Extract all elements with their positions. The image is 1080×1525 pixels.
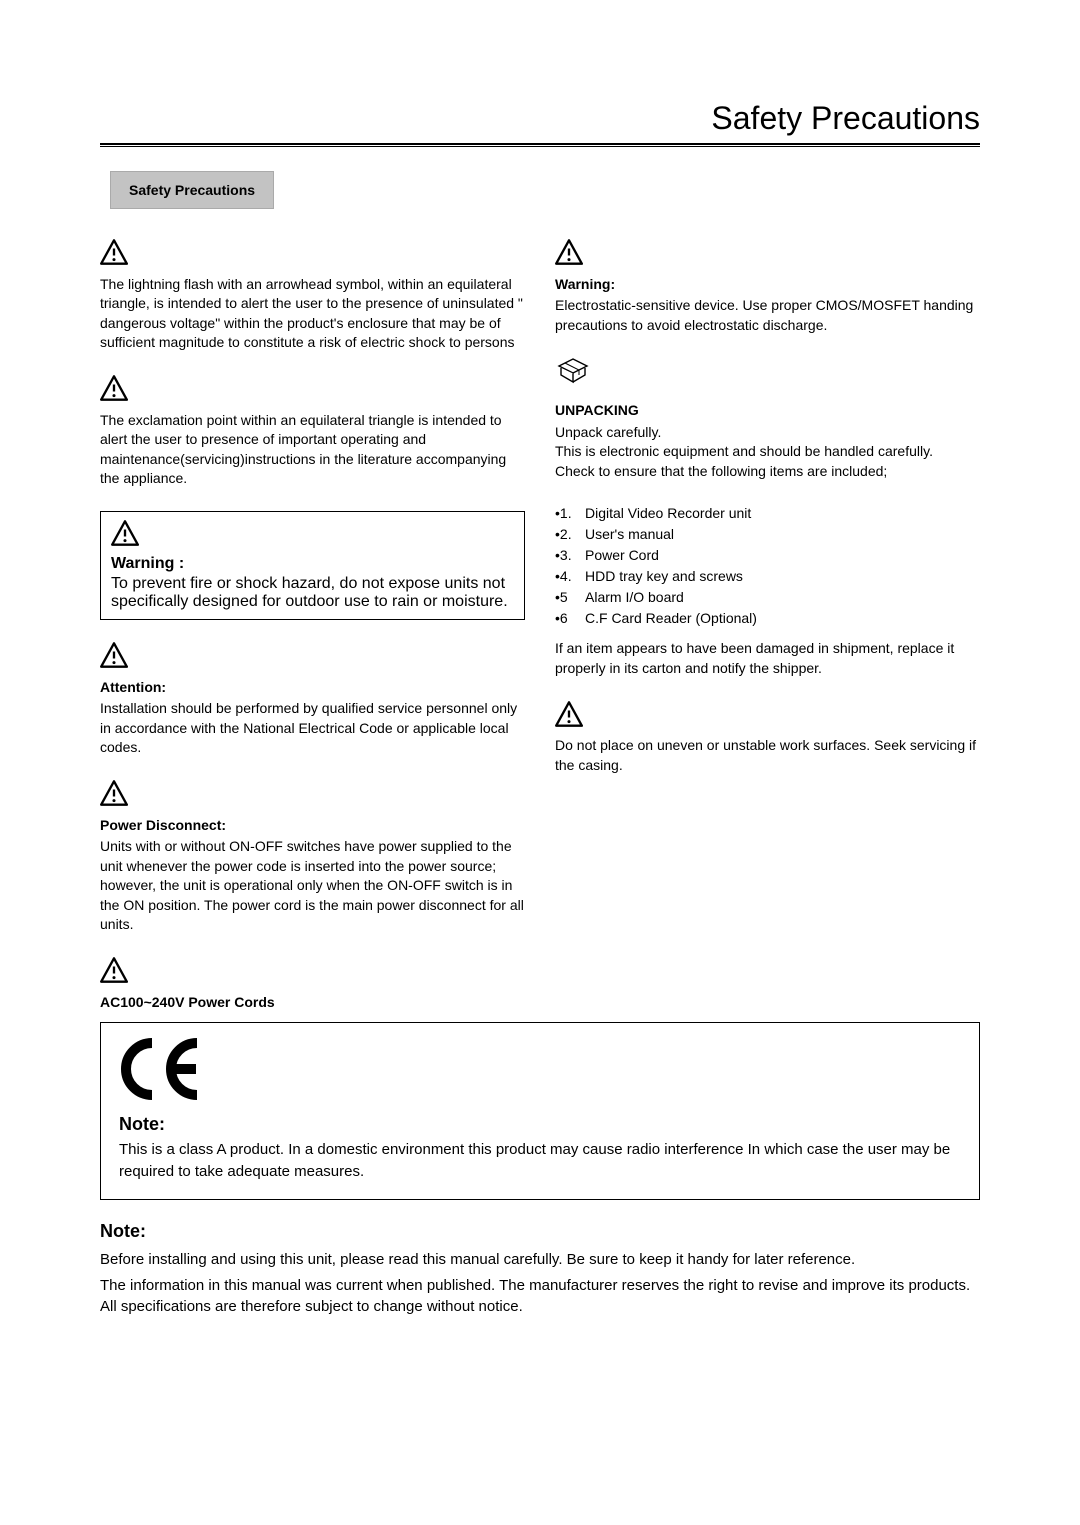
warning-boxed: Warning : To prevent fire or shock hazar… <box>100 511 525 620</box>
right-column: Warning: Electrostatic-sensitive device.… <box>555 239 980 1018</box>
tab-safety-precautions: Safety Precautions <box>110 171 274 209</box>
page-title: Safety Precautions <box>100 100 980 137</box>
list-number: •2. <box>555 524 585 545</box>
list-label: C.F Card Reader (Optional) <box>585 608 980 629</box>
ac-cords-heading: AC100~240V Power Cords <box>100 993 525 1013</box>
warning-icon <box>111 520 139 546</box>
ce-note-heading: Note: <box>119 1114 961 1135</box>
power-disconnect-text: Units with or without ON-OFF switches ha… <box>100 838 524 932</box>
list-number: •5 <box>555 587 585 608</box>
left-column: The lightning flash with an arrowhead sy… <box>100 239 525 1018</box>
unpacking-intro: Unpack carefully. This is electronic equ… <box>555 423 980 482</box>
lightning-flash-text: The lightning flash with an arrowhead sy… <box>100 275 525 353</box>
list-item: •1.Digital Video Recorder unit <box>555 503 980 524</box>
exclamation-text: The exclamation point within an equilate… <box>100 411 525 489</box>
warning-icon <box>555 239 583 265</box>
ce-mark-icon <box>119 1037 207 1101</box>
esd-block: Warning: Electrostatic-sensitive device.… <box>555 239 980 335</box>
ce-note-text: This is a class A product. In a domestic… <box>119 1139 961 1183</box>
power-disconnect-heading: Power Disconnect: <box>100 816 525 836</box>
unpacking-list: •1.Digital Video Recorder unit •2.User's… <box>555 503 980 629</box>
warning-icon <box>555 701 583 727</box>
bottom-note-p1: Before installing and using this unit, p… <box>100 1249 980 1271</box>
attention-block: Attention: Installation should be perfor… <box>100 642 525 758</box>
list-item: •4. HDD tray key and screws <box>555 566 980 587</box>
list-item: •3.Power Cord <box>555 545 980 566</box>
uneven-text: Do not place on uneven or unstable work … <box>555 736 980 775</box>
unpacking-heading: UNPACKING <box>555 401 980 421</box>
attention-text: Installation should be performed by qual… <box>100 700 517 755</box>
esd-heading: Warning: <box>555 275 980 295</box>
warning-icon <box>100 239 128 265</box>
ce-note-box: Note: This is a class A product. In a do… <box>100 1022 980 1200</box>
bottom-note-p2: The information in this manual was curre… <box>100 1275 980 1319</box>
list-number: •4. <box>555 566 585 587</box>
bottom-note-heading: Note: <box>100 1218 980 1245</box>
list-label: Power Cord <box>585 545 980 566</box>
ac-cords-block: AC100~240V Power Cords <box>100 957 525 1012</box>
warning-icon <box>100 780 128 806</box>
warning-icon <box>100 642 128 668</box>
uneven-block: Do not place on uneven or unstable work … <box>555 701 980 776</box>
list-number: •3. <box>555 545 585 566</box>
damaged-note: If an item appears to have been damaged … <box>555 639 980 678</box>
unpacking-block: UNPACKING Unpack carefully. This is elec… <box>555 357 980 481</box>
box-icon <box>555 357 591 391</box>
exclamation-block: The exclamation point within an equilate… <box>100 375 525 489</box>
list-item: •2.User's manual <box>555 524 980 545</box>
list-label: HDD tray key and screws <box>585 566 980 587</box>
list-item: •6C.F Card Reader (Optional) <box>555 608 980 629</box>
warning-icon <box>100 375 128 401</box>
list-label: Alarm I/O board <box>585 587 980 608</box>
bottom-note: Note: Before installing and using this u… <box>100 1218 980 1318</box>
esd-text: Electrostatic-sensitive device. Use prop… <box>555 297 973 333</box>
lightning-flash-block: The lightning flash with an arrowhead sy… <box>100 239 525 353</box>
list-number: •6 <box>555 608 585 629</box>
list-label: User's manual <box>585 524 980 545</box>
attention-heading: Attention: <box>100 678 525 698</box>
warning-icon <box>100 957 128 983</box>
list-number: •1. <box>555 503 585 524</box>
warning-heading: Warning : <box>111 555 514 573</box>
list-item: •5Alarm I/O board <box>555 587 980 608</box>
warning-boxed-text: To prevent fire or shock hazard, do not … <box>111 575 508 610</box>
power-disconnect-block: Power Disconnect: Units with or without … <box>100 780 525 935</box>
title-rule <box>100 143 980 147</box>
list-label: Digital Video Recorder unit <box>585 503 980 524</box>
